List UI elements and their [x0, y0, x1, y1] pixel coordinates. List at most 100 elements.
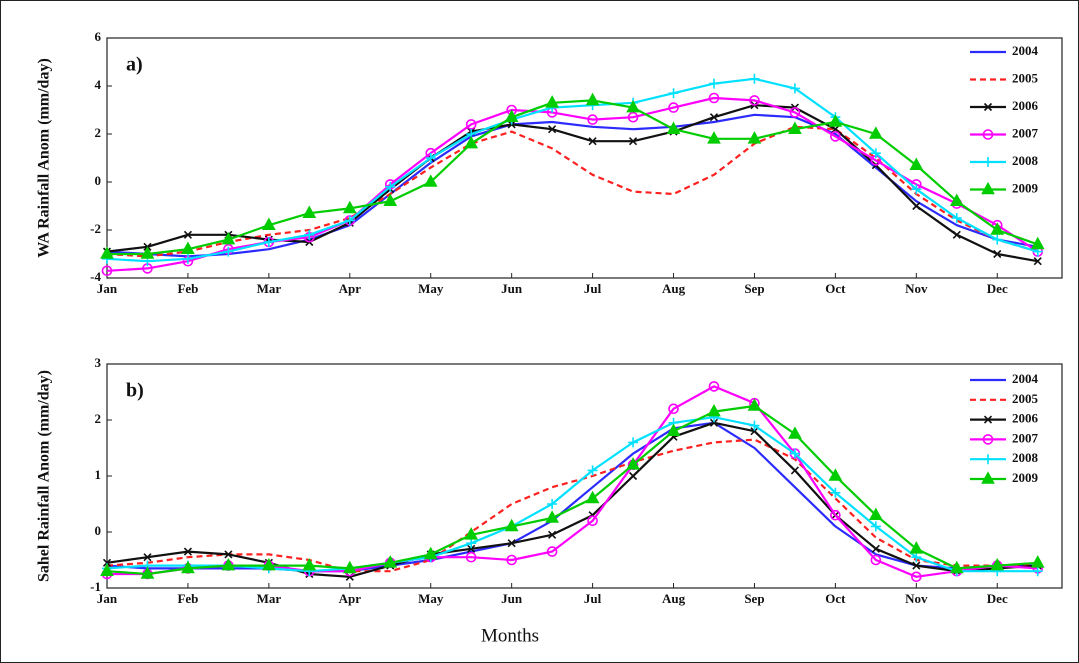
marker: [912, 561, 921, 570]
x-tick-label: Sep: [744, 281, 764, 296]
marker: [628, 437, 639, 448]
marker: [221, 231, 236, 245]
marker: [263, 237, 274, 247]
marker: [870, 521, 881, 532]
marker: [668, 102, 679, 113]
marker: [708, 381, 720, 392]
marker: [1030, 555, 1045, 568]
y-tick-label: 2: [95, 125, 102, 140]
legend-marker: [983, 157, 993, 167]
marker: [990, 557, 1005, 571]
legend-label: 2009: [1012, 470, 1039, 485]
legend-label: 2007: [1012, 125, 1039, 140]
marker: [828, 468, 843, 481]
series-line: [106, 104, 1038, 263]
marker: [423, 174, 438, 187]
marker: [1033, 257, 1042, 266]
marker: [749, 420, 760, 431]
legend-label: 2004: [1012, 371, 1039, 386]
y-tick-label: 4: [95, 77, 102, 92]
x-axis-title: Months: [481, 625, 539, 646]
x-tick-label: Mar: [257, 591, 282, 606]
marker: [869, 507, 883, 520]
marker: [548, 125, 557, 134]
x-tick-label: Jun: [501, 591, 523, 606]
marker: [547, 499, 558, 509]
y-tick-label: -4: [90, 269, 101, 284]
y-tick-label: 0: [95, 173, 102, 188]
marker: [383, 555, 398, 568]
marker: [668, 88, 679, 99]
marker: [504, 109, 519, 122]
legend-marker: [981, 471, 995, 484]
marker: [951, 213, 962, 223]
x-tick-label: Oct: [825, 281, 846, 296]
y-tick-label: 0: [95, 523, 102, 538]
marker: [262, 557, 276, 571]
legend-marker: [983, 454, 993, 465]
marker: [828, 114, 843, 127]
marker: [140, 246, 155, 259]
marker: [143, 553, 152, 562]
marker: [304, 229, 315, 240]
legend-label: 2005: [1012, 70, 1039, 85]
x-tick-label: Jul: [584, 281, 602, 296]
marker: [949, 560, 964, 574]
series-line: [106, 438, 1038, 573]
marker: [587, 114, 598, 125]
y-tick-label: -2: [90, 221, 101, 236]
legend-label: 2007: [1012, 430, 1039, 445]
marker: [750, 427, 759, 436]
marker: [585, 490, 600, 504]
x-tick-label: Dec: [987, 281, 1008, 296]
legend-label: 2006: [1012, 411, 1039, 426]
marker: [587, 465, 598, 476]
legend-label: 2004: [1012, 43, 1039, 58]
marker: [504, 518, 519, 532]
x-tick-label: Oct: [825, 591, 846, 606]
marker: [707, 403, 721, 417]
y-tick-label: 2: [95, 411, 102, 426]
marker: [747, 398, 762, 411]
y-axis-title: WA Rainfall Anom (mm/day): [36, 58, 53, 258]
marker: [467, 544, 476, 553]
marker: [464, 135, 479, 149]
marker: [788, 426, 802, 439]
marker: [100, 563, 114, 576]
marker: [588, 137, 597, 146]
marker: [224, 550, 233, 559]
marker: [992, 234, 1003, 245]
x-tick-label: May: [418, 591, 444, 606]
marker: [911, 552, 922, 563]
marker: [183, 547, 192, 556]
marker: [506, 554, 517, 566]
marker: [262, 217, 276, 230]
marker: [869, 126, 883, 139]
marker: [585, 92, 600, 106]
legend-label: 2008: [1012, 450, 1039, 465]
marker: [911, 184, 922, 195]
legend-marker: [982, 129, 994, 140]
marker: [990, 222, 1005, 235]
marker: [993, 249, 1002, 259]
marker: [383, 193, 398, 206]
marker: [221, 557, 236, 571]
marker: [223, 246, 234, 257]
marker: [830, 487, 841, 498]
marker: [628, 137, 638, 146]
marker: [788, 121, 802, 134]
marker: [949, 193, 964, 206]
marker: [385, 181, 396, 192]
marker: [789, 83, 800, 94]
x-tick-label: Feb: [177, 281, 198, 296]
series-line: [106, 404, 1038, 576]
marker: [100, 246, 114, 259]
marker: [749, 73, 760, 84]
marker: [870, 554, 882, 566]
marker: [870, 148, 881, 159]
legend-marker: [981, 181, 995, 195]
marker: [465, 551, 477, 563]
marker: [666, 121, 681, 134]
marker: [342, 200, 357, 214]
